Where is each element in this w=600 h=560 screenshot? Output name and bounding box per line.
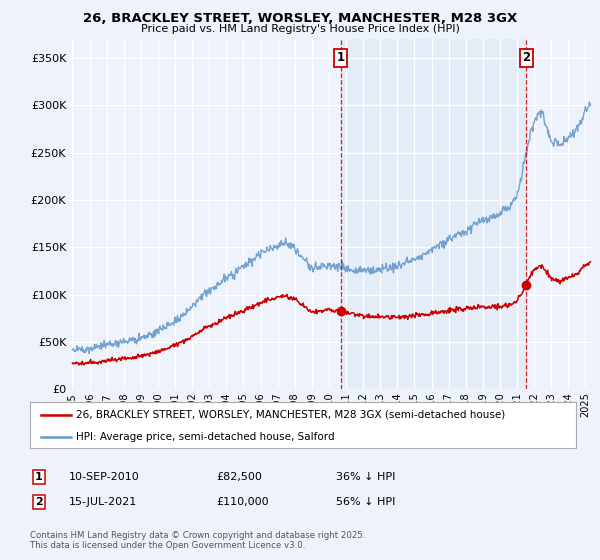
Text: £82,500: £82,500 xyxy=(216,472,262,482)
Text: 10-SEP-2010: 10-SEP-2010 xyxy=(69,472,140,482)
Text: 15-JUL-2021: 15-JUL-2021 xyxy=(69,497,137,507)
Text: Contains HM Land Registry data © Crown copyright and database right 2025.
This d: Contains HM Land Registry data © Crown c… xyxy=(30,531,365,550)
Text: 36% ↓ HPI: 36% ↓ HPI xyxy=(336,472,395,482)
Bar xyxy=(341,39,526,389)
Text: £110,000: £110,000 xyxy=(216,497,269,507)
Text: 1: 1 xyxy=(35,472,43,482)
Text: Price paid vs. HM Land Registry's House Price Index (HPI): Price paid vs. HM Land Registry's House … xyxy=(140,24,460,34)
Text: 1: 1 xyxy=(337,52,345,64)
Text: 2: 2 xyxy=(522,52,530,64)
Text: 56% ↓ HPI: 56% ↓ HPI xyxy=(336,497,395,507)
Text: HPI: Average price, semi-detached house, Salford: HPI: Average price, semi-detached house,… xyxy=(76,432,335,441)
Text: 2: 2 xyxy=(35,497,43,507)
Text: 26, BRACKLEY STREET, WORSLEY, MANCHESTER, M28 3GX (semi-detached house): 26, BRACKLEY STREET, WORSLEY, MANCHESTER… xyxy=(76,410,506,420)
Text: 26, BRACKLEY STREET, WORSLEY, MANCHESTER, M28 3GX: 26, BRACKLEY STREET, WORSLEY, MANCHESTER… xyxy=(83,12,517,25)
